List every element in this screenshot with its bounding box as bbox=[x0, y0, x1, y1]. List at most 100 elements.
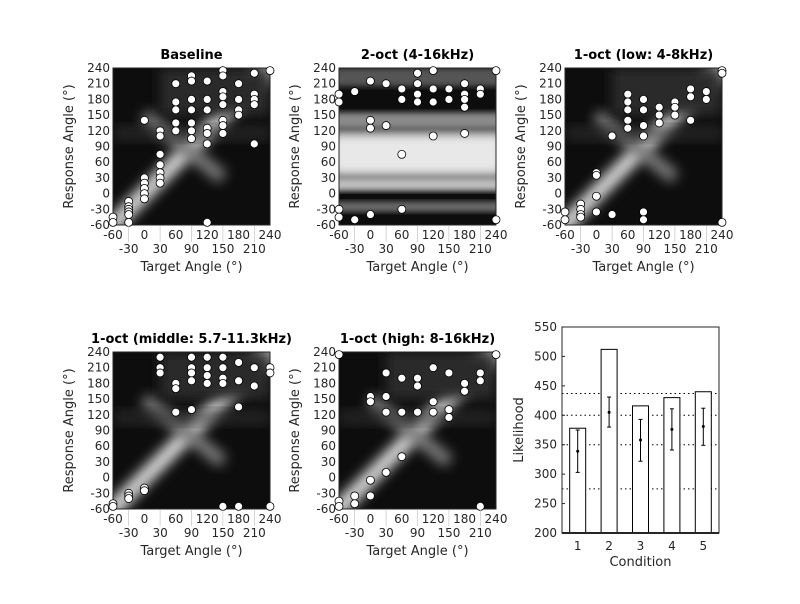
y-tick-label: 30 bbox=[321, 171, 336, 185]
y-tick-label: 120 bbox=[313, 124, 336, 138]
data-point bbox=[202, 129, 212, 138]
mean-marker bbox=[576, 449, 580, 453]
x-tick-label: 90 bbox=[184, 242, 199, 256]
data-point bbox=[249, 68, 259, 78]
x-tick-label: 4 bbox=[668, 539, 676, 553]
data-point bbox=[397, 373, 407, 383]
y-tick-label: 90 bbox=[95, 140, 110, 154]
data-point bbox=[108, 217, 118, 227]
data-point bbox=[218, 129, 228, 138]
data-point bbox=[397, 84, 407, 94]
data-point bbox=[365, 475, 375, 485]
x-tick-label: 0 bbox=[593, 228, 601, 242]
y-tick-label: 180 bbox=[313, 92, 336, 106]
data-point bbox=[218, 71, 228, 81]
data-point bbox=[155, 368, 165, 378]
x-axis-label: Target Angle (°) bbox=[139, 260, 242, 275]
heatmap-panel-2: -60-300306090120150180210240-60-30030609… bbox=[288, 48, 507, 275]
data-point bbox=[249, 100, 259, 110]
data-point bbox=[218, 92, 228, 102]
x-tick-label: 180 bbox=[453, 228, 476, 242]
y-tick-label: 30 bbox=[547, 171, 562, 185]
x-tick-label: -30 bbox=[345, 526, 365, 540]
data-point bbox=[428, 397, 438, 407]
data-point bbox=[413, 407, 422, 417]
y-tick-label: 0 bbox=[328, 471, 336, 485]
y-axis-label: Response Angle (°) bbox=[288, 368, 303, 492]
y-tick-label: 240 bbox=[87, 345, 110, 359]
x-tick-label: -60 bbox=[103, 228, 123, 242]
y-tick-label: 60 bbox=[95, 439, 110, 453]
y-tick-label: 30 bbox=[321, 455, 336, 469]
data-point bbox=[234, 110, 244, 120]
x-tick-label: 60 bbox=[394, 512, 409, 526]
data-point bbox=[623, 105, 633, 115]
x-tick-label: 240 bbox=[259, 228, 282, 242]
x-tick-label: -30 bbox=[571, 242, 591, 256]
y-tick-label: -30 bbox=[542, 202, 562, 216]
data-point bbox=[560, 215, 570, 225]
y-tick-label: 150 bbox=[87, 392, 110, 406]
data-point bbox=[717, 68, 727, 78]
data-point bbox=[639, 215, 648, 225]
data-point bbox=[428, 131, 438, 141]
data-point bbox=[249, 363, 259, 373]
y-tick-label: 90 bbox=[321, 424, 336, 438]
data-point bbox=[592, 170, 601, 180]
data-point bbox=[413, 381, 422, 391]
x-tick-label: 30 bbox=[152, 242, 167, 256]
data-point bbox=[234, 358, 244, 367]
data-point bbox=[202, 105, 212, 115]
data-point bbox=[234, 402, 244, 412]
x-axis-label: Condition bbox=[609, 555, 671, 570]
data-point bbox=[475, 89, 485, 99]
data-point bbox=[171, 97, 181, 107]
data-point bbox=[686, 115, 695, 125]
data-point bbox=[334, 89, 344, 99]
x-tick-label: 0 bbox=[367, 512, 375, 526]
data-point bbox=[350, 491, 360, 501]
data-point bbox=[350, 499, 360, 509]
data-point bbox=[171, 118, 181, 128]
x-tick-label: 180 bbox=[227, 228, 250, 242]
data-point bbox=[460, 129, 470, 138]
y-tick-label: -60 bbox=[90, 218, 110, 232]
data-point bbox=[444, 405, 454, 414]
data-point bbox=[155, 149, 165, 159]
x-tick-label: 180 bbox=[227, 512, 250, 526]
x-tick-label: 240 bbox=[259, 512, 282, 526]
data-point bbox=[460, 386, 470, 396]
y-tick-label: 150 bbox=[313, 392, 336, 406]
x-tick-label: 5 bbox=[699, 539, 707, 553]
heatmap-panel-3: -60-300306090120150180210240-60-30030609… bbox=[514, 48, 733, 275]
data-point bbox=[171, 126, 181, 136]
data-point bbox=[701, 87, 711, 96]
x-tick-label: 0 bbox=[141, 512, 149, 526]
x-tick-label: 90 bbox=[410, 242, 425, 256]
data-point bbox=[475, 501, 485, 511]
y-tick-label: 350 bbox=[534, 438, 557, 452]
data-point bbox=[124, 217, 134, 227]
data-point bbox=[249, 139, 259, 149]
data-point bbox=[234, 376, 244, 386]
mean-marker bbox=[670, 427, 674, 431]
mean-marker bbox=[639, 438, 642, 442]
data-point bbox=[234, 501, 244, 511]
y-axis-label: Likelihood bbox=[512, 397, 527, 463]
y-tick-label: 550 bbox=[534, 320, 557, 334]
x-axis-label: Target Angle (°) bbox=[365, 544, 468, 559]
data-point bbox=[381, 368, 391, 378]
data-point bbox=[249, 381, 259, 391]
x-axis-label: Target Angle (°) bbox=[591, 260, 694, 275]
data-point bbox=[365, 210, 375, 219]
x-tick-label: -60 bbox=[103, 512, 123, 526]
axes-box bbox=[338, 67, 497, 226]
y-tick-label: 210 bbox=[87, 361, 110, 375]
data-point bbox=[428, 407, 438, 417]
data-point bbox=[428, 84, 438, 94]
data-point bbox=[202, 139, 212, 149]
y-tick-label: 180 bbox=[313, 376, 336, 390]
data-point bbox=[397, 452, 407, 462]
data-point bbox=[265, 66, 275, 76]
data-point bbox=[124, 494, 134, 503]
